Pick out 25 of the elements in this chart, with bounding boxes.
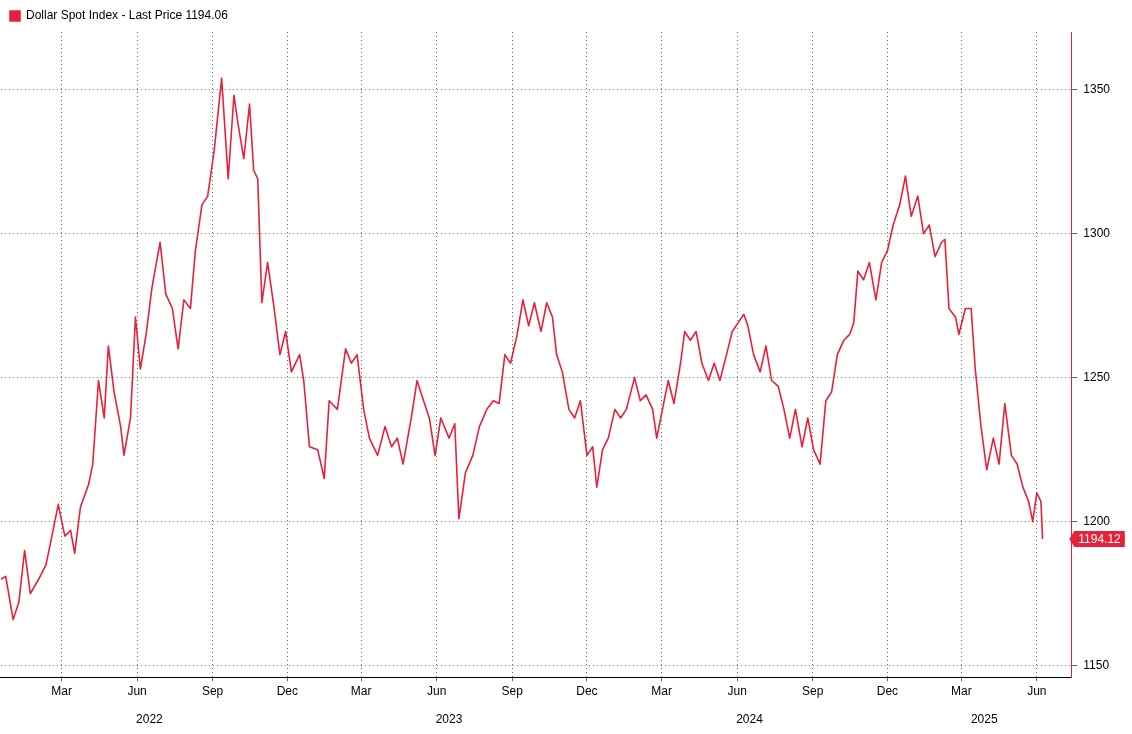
x-tick-label: Mar — [651, 683, 672, 698]
x-tick-label: Jun — [427, 683, 447, 698]
x2-tick-label: 2023 — [435, 712, 463, 727]
x-tick-label: Sep — [802, 683, 824, 698]
x2-tick-label: 2022 — [136, 712, 164, 727]
y-tick-label: 1150 — [1083, 657, 1110, 672]
text: 1194.12 — [1078, 532, 1122, 547]
x-tick-label: Dec — [276, 683, 298, 698]
x-tick-label: Mar — [950, 683, 972, 698]
x2-tick-label: 2025 — [970, 712, 998, 727]
x-tick-label: Jun — [127, 683, 147, 698]
x-tick-label: Mar — [350, 683, 372, 698]
x-tick-label: Sep — [201, 683, 224, 698]
x-tick-label: Jun — [727, 683, 747, 698]
x-tick-label: Dec — [576, 683, 598, 698]
x-tick-label: Sep — [501, 683, 524, 698]
y-tick-label: 1200 — [1083, 513, 1111, 528]
y-tick-label: 1350 — [1083, 81, 1111, 96]
x2-tick-label: 2024 — [736, 712, 764, 727]
x-tick-label: Dec — [876, 683, 899, 698]
y-tick-label: 1250 — [1083, 369, 1111, 384]
y-tick-label: 1300 — [1083, 225, 1111, 240]
x-tick-label: Mar — [51, 683, 72, 698]
legend-label: Dollar Spot Index - Last Price 1194.06 — [26, 8, 229, 23]
x-tick-label: Jun — [1027, 683, 1047, 698]
